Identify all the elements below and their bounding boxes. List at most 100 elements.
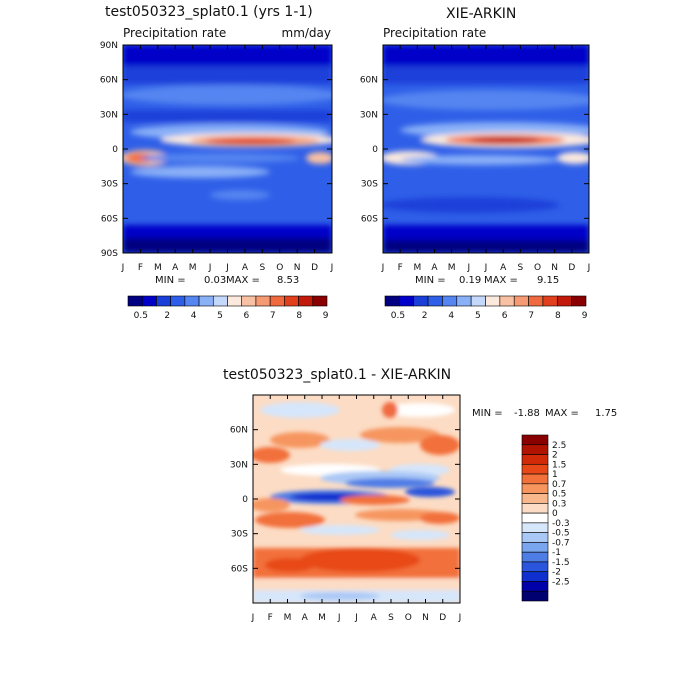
colorbar-swatch xyxy=(513,295,529,307)
colorbar-label: -0.3 xyxy=(552,519,570,529)
panel-obs-subtitle: Precipitation rate xyxy=(383,26,486,40)
x-tick-label: A xyxy=(172,263,179,273)
x-tick-label: J xyxy=(587,263,591,273)
colorbar-swatch xyxy=(184,295,200,307)
y-tick-label: 30N xyxy=(360,110,378,120)
colorbar-label: 9 xyxy=(323,311,329,321)
colorbar-swatch xyxy=(156,295,171,307)
panel-model-max-label: MAX = xyxy=(226,275,260,286)
y-tick-label: 30S xyxy=(231,530,248,540)
y-tick-label: 30S xyxy=(361,180,378,190)
y-tick-label: 0 xyxy=(112,145,118,155)
panel-diff-min-label: MIN = xyxy=(472,408,503,419)
x-tick-label: O xyxy=(276,263,283,273)
colorbar-label: 8 xyxy=(296,311,302,321)
colorbar-label: -0.7 xyxy=(552,538,570,548)
panel-diff-max-label: MAX = xyxy=(545,408,579,419)
x-tick-label: M xyxy=(413,263,421,273)
x-tick-label: J xyxy=(337,613,341,623)
x-tick-label: N xyxy=(551,263,558,273)
y-tick-label: 60S xyxy=(231,564,248,574)
colorbar-swatch xyxy=(521,483,549,494)
x-tick-label: M xyxy=(154,263,162,273)
colorbar-label: 8 xyxy=(555,311,561,321)
x-tick-label: N xyxy=(422,613,429,623)
x-tick-label: A xyxy=(500,263,507,273)
x-tick-label: F xyxy=(268,613,273,623)
x-tick-label: M xyxy=(448,263,456,273)
y-tick-label: 30S xyxy=(101,180,118,190)
colorbar-swatch xyxy=(571,295,587,307)
panel-model-colorbar: 0.5 2 4 5 6 7 8 9 xyxy=(127,295,329,321)
x-tick-label: D xyxy=(439,613,446,623)
colorbar-label: 4 xyxy=(448,311,454,321)
panel-model-max-value: 8.53 xyxy=(277,275,299,286)
colorbar-swatch xyxy=(521,542,549,553)
colorbar-label: 0.3 xyxy=(552,499,566,509)
panel-model-title: test050323_splat0.1 (yrs 1-1) xyxy=(105,4,313,20)
x-tick-label: J xyxy=(330,263,334,273)
colorbar-swatch xyxy=(485,295,501,307)
y-tick-label: 0 xyxy=(372,145,378,155)
x-tick-label: N xyxy=(294,263,301,273)
panel-model-units: mm/day xyxy=(282,26,332,40)
panel-model-min-value: 0.03 xyxy=(204,275,226,286)
x-tick-label: J xyxy=(467,263,471,273)
panel-model-field xyxy=(123,45,332,253)
panel-obs-min-label: MIN = xyxy=(415,275,446,286)
x-tick-label: O xyxy=(405,613,412,623)
x-tick-label: F xyxy=(398,263,403,273)
colorbar-swatch xyxy=(269,295,285,307)
x-tick-label: J xyxy=(121,263,125,273)
colorbar-label: 1.5 xyxy=(552,460,566,470)
x-tick-label: A xyxy=(242,263,249,273)
x-tick-label: M xyxy=(284,613,292,623)
colorbar-swatch xyxy=(241,295,257,307)
colorbar-swatch xyxy=(298,295,314,307)
y-tick-label: 60N xyxy=(100,76,118,86)
colorbar-swatch xyxy=(521,503,549,514)
x-tick-label: S xyxy=(388,613,394,623)
colorbar-swatch xyxy=(141,295,157,307)
y-tick-label: 60N xyxy=(360,76,378,86)
colorbar-swatch xyxy=(427,295,443,307)
x-tick-label: J xyxy=(225,263,229,273)
x-tick-label: A xyxy=(431,263,438,273)
colorbar-label: 6 xyxy=(244,311,250,321)
x-tick-label: S xyxy=(259,263,265,273)
x-tick-label: J xyxy=(381,263,385,273)
colorbar-label: 4 xyxy=(191,311,197,321)
colorbar-swatch xyxy=(521,532,549,543)
panel-diff-max-value: 1.75 xyxy=(595,408,617,419)
colorbar-swatch xyxy=(521,473,549,485)
colorbar-swatch xyxy=(456,295,472,307)
colorbar-swatch xyxy=(521,463,549,475)
colorbar-swatch xyxy=(542,295,558,307)
colorbar-label: -2 xyxy=(552,568,561,578)
panel-obs-min-value: 0.19 xyxy=(459,275,481,286)
colorbar-swatch xyxy=(384,295,400,307)
panel-diff-title: test050323_splat0.1 - XIE-ARKIN xyxy=(223,367,451,383)
panel-obs-max-value: 9.15 xyxy=(537,275,559,286)
panel-obs-field xyxy=(383,45,589,253)
x-tick-label: J xyxy=(354,613,358,623)
x-tick-label: J xyxy=(251,613,255,623)
colorbar-swatch xyxy=(470,295,486,307)
x-tick-label: A xyxy=(302,613,309,623)
colorbar-swatch xyxy=(212,295,228,307)
x-tick-label: S xyxy=(517,263,523,273)
colorbar-swatch xyxy=(399,295,415,307)
colorbar-label: -1.5 xyxy=(552,558,570,568)
panel-obs-title: XIE-ARKIN xyxy=(446,6,516,22)
colorbar-swatch xyxy=(198,295,214,307)
y-tick-label: 30N xyxy=(230,460,248,470)
colorbar-swatch xyxy=(255,295,271,307)
colorbar-label: 5 xyxy=(475,311,481,321)
colorbar-swatch xyxy=(521,522,549,533)
colorbar-swatch xyxy=(227,295,243,307)
y-tick-label: 90N xyxy=(100,41,118,51)
colorbar-label: 0.7 xyxy=(552,480,566,490)
y-tick-label: 90S xyxy=(101,249,118,259)
colorbar-label: -0.5 xyxy=(552,529,570,539)
